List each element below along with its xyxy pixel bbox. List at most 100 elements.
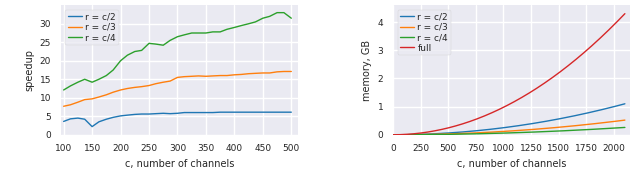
r = c/3 (81, 99, 88, 101)
r = c/4 (109, 69, 117, 71)
r = c/4 (74, 81, 82, 83)
r = c/2 (389, 134, 397, 136)
r = c/3 (266, 72, 273, 74)
r = c/3 (223, 75, 231, 77)
r = c/4 (202, 32, 210, 34)
Line: full: full (393, 14, 625, 135)
Y-axis label: memory, GB: memory, GB (362, 39, 372, 101)
r = c/4 (88, 81, 96, 83)
r = c/2 (145, 113, 153, 115)
r = c/4 (209, 31, 216, 33)
r = c/2 (237, 111, 245, 113)
r = c/2 (173, 112, 181, 114)
full (500, 106, 508, 108)
r = c/4 (259, 17, 267, 19)
full (515, 98, 522, 100)
r = c/2 (209, 111, 216, 114)
r = c/4 (166, 39, 174, 41)
r = c/2 (60, 120, 67, 122)
r = c/4 (527, 131, 535, 133)
r = c/3 (60, 105, 67, 107)
full (621, 13, 628, 15)
r = c/4 (95, 78, 103, 80)
Line: r = c/4: r = c/4 (393, 127, 625, 135)
r = c/4 (244, 23, 252, 25)
r = c/3 (116, 89, 124, 91)
r = c/4 (116, 60, 124, 62)
r = c/3 (273, 71, 281, 73)
r = c/3 (95, 96, 103, 98)
r = c/3 (138, 86, 145, 88)
full (616, 18, 623, 20)
r = c/3 (202, 75, 210, 77)
r = c/4 (223, 28, 231, 30)
r = c/2 (287, 111, 295, 113)
r = c/2 (244, 111, 252, 113)
r = c/2 (166, 113, 174, 115)
r = c/4 (579, 129, 587, 131)
r = c/3 (173, 76, 181, 78)
r = c/4 (500, 132, 508, 134)
r = c/2 (515, 125, 522, 127)
r = c/3 (67, 104, 74, 106)
r = c/3 (102, 94, 110, 96)
full (527, 91, 535, 93)
r = c/3 (280, 70, 288, 72)
r = c/3 (180, 76, 188, 78)
r = c/2 (88, 125, 96, 128)
r = c/3 (131, 86, 139, 88)
r = c/2 (202, 111, 210, 114)
r = c/2 (138, 113, 145, 115)
Line: r = c/4: r = c/4 (63, 13, 291, 90)
Line: r = c/2: r = c/2 (393, 104, 625, 135)
r = c/2 (500, 127, 508, 129)
r = c/3 (152, 83, 160, 85)
r = c/2 (579, 113, 587, 115)
r = c/2 (180, 111, 188, 114)
r = c/3 (252, 72, 259, 74)
r = c/4 (180, 34, 188, 36)
r = c/3 (209, 75, 216, 77)
Line: r = c/2: r = c/2 (63, 112, 291, 127)
r = c/4 (266, 15, 273, 17)
r = c/3 (145, 85, 153, 87)
r = c/4 (499, 132, 507, 134)
full (579, 52, 587, 54)
r = c/2 (230, 111, 238, 113)
r = c/2 (116, 115, 124, 117)
r = c/3 (499, 130, 507, 132)
r = c/2 (109, 116, 117, 118)
r = c/2 (102, 118, 110, 120)
r = c/4 (81, 78, 88, 80)
Y-axis label: speedup: speedup (24, 49, 34, 91)
r = c/4 (216, 31, 224, 33)
r = c/2 (74, 117, 82, 119)
r = c/4 (195, 32, 202, 34)
r = c/4 (616, 127, 623, 129)
r = c/3 (124, 88, 131, 90)
r = c/3 (216, 75, 224, 77)
r = c/4 (124, 54, 131, 56)
r = c/3 (244, 73, 252, 75)
r = c/4 (173, 36, 181, 38)
r = c/3 (230, 74, 238, 76)
r = c/2 (280, 111, 288, 113)
r = c/3 (527, 128, 535, 131)
r = c/4 (237, 25, 245, 27)
X-axis label: c, number of channels: c, number of channels (457, 159, 566, 169)
r = c/2 (621, 103, 628, 105)
r = c/3 (616, 120, 623, 122)
r = c/4 (152, 43, 160, 45)
r = c/3 (166, 80, 174, 82)
r = c/3 (188, 75, 196, 77)
Line: r = c/3: r = c/3 (393, 120, 625, 135)
r = c/2 (266, 111, 273, 113)
r = c/2 (159, 112, 167, 114)
r = c/3 (621, 119, 628, 121)
r = c/2 (188, 111, 196, 114)
r = c/4 (515, 132, 522, 134)
r = c/2 (152, 113, 160, 115)
r = c/3 (159, 81, 167, 83)
r = c/2 (616, 104, 623, 106)
r = c/4 (159, 44, 167, 46)
